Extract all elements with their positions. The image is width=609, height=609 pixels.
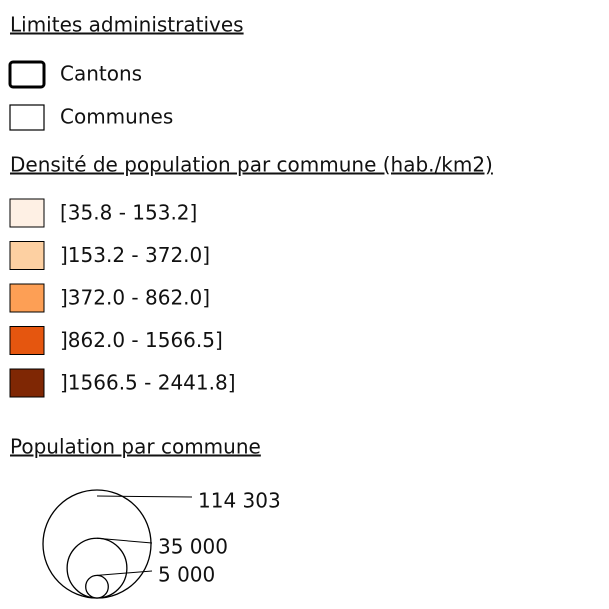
legend-label: ]372.0 - 862.0]	[60, 286, 210, 310]
leader-line	[96, 537, 153, 544]
legend-swatch	[9, 368, 45, 398]
size-label: 5 000	[158, 563, 215, 587]
size-circle	[85, 574, 109, 599]
legend-swatch	[9, 104, 45, 131]
legend-label: Communes	[60, 105, 173, 129]
section-title: Limites administratives	[10, 13, 244, 37]
section-title: Densité de population par commune (hab./…	[10, 153, 493, 177]
section-title: Population par commune	[10, 435, 261, 459]
size-label: 114 303	[198, 489, 281, 513]
legend-label: ]153.2 - 372.0]	[60, 243, 210, 267]
legend-label: ]862.0 - 1566.5]	[60, 328, 223, 352]
legend-swatch	[8, 60, 46, 89]
legend-label: ]1566.5 - 2441.8]	[60, 371, 236, 395]
legend-swatch	[9, 198, 45, 228]
legend-label: [35.8 - 153.2]	[60, 201, 197, 225]
legend-swatch	[9, 241, 45, 270]
legend-swatch	[9, 283, 45, 313]
size-label: 35 000	[158, 535, 228, 559]
leader-line	[96, 570, 153, 576]
legend-label: Cantons	[60, 62, 142, 86]
leader-line	[96, 495, 193, 498]
legend-swatch	[9, 326, 45, 355]
